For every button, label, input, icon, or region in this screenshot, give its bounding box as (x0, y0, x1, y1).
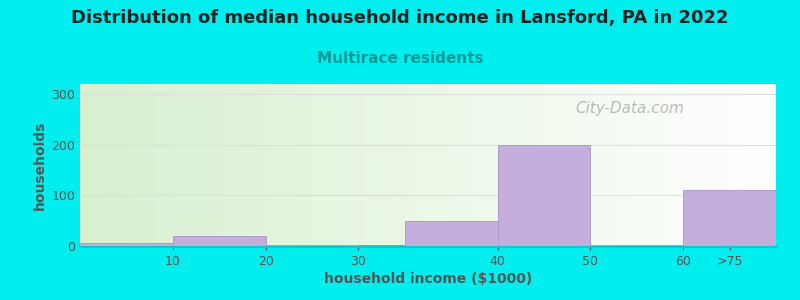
X-axis label: household income ($1000): household income ($1000) (324, 272, 532, 286)
Bar (266, 245, 358, 246)
Y-axis label: households: households (33, 120, 47, 210)
Bar (498, 145, 590, 246)
Bar (80, 244, 173, 246)
Bar (405, 221, 498, 246)
Bar (683, 190, 776, 246)
Text: City-Data.com: City-Data.com (575, 101, 684, 116)
Bar (173, 236, 266, 246)
Bar (590, 245, 683, 246)
Text: Distribution of median household income in Lansford, PA in 2022: Distribution of median household income … (71, 9, 729, 27)
Text: Multirace residents: Multirace residents (317, 51, 483, 66)
